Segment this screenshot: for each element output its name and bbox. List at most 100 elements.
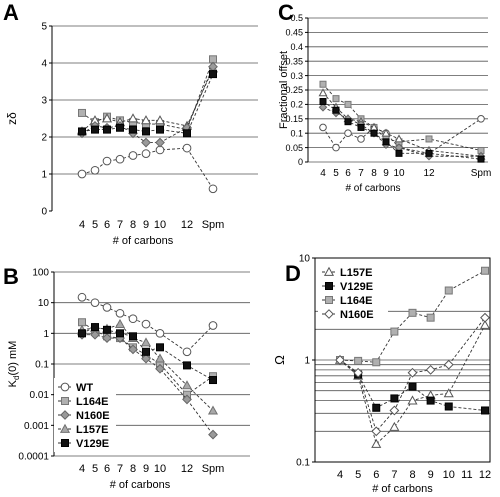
- data-point: [78, 108, 86, 117]
- series-n160e: [335, 312, 490, 437]
- data-point: [408, 308, 417, 317]
- data-point: [156, 343, 164, 352]
- data-point: [182, 347, 192, 357]
- data-point: [370, 129, 378, 137]
- data-point: [141, 353, 151, 364]
- data-point: [116, 123, 124, 132]
- x-tick-label: 9: [428, 469, 434, 481]
- y-tick-label: 0.05: [285, 143, 303, 153]
- data-point: [102, 156, 112, 166]
- y-tick-label: 2: [41, 133, 47, 144]
- data-point: [128, 151, 138, 160]
- legend-label: N160E: [340, 309, 374, 321]
- data-point: [183, 361, 191, 370]
- data-point: [114, 318, 126, 328]
- panel-b: 100 10 1 0.1 0.01 0.001 0.0001 4 5 6 7 8 9 10 12 Spm # o…: [3, 264, 250, 491]
- data-point: [103, 125, 111, 134]
- y-axis-label: Ω: [272, 355, 287, 365]
- y-tick-label: 0: [298, 157, 303, 167]
- x-tick-label: 10: [393, 168, 405, 179]
- data-point: [444, 286, 453, 295]
- legend-label: WT: [76, 382, 93, 394]
- y-tick-label: 0.4: [290, 42, 303, 52]
- data-point: [426, 396, 435, 405]
- legend-marker: [60, 410, 70, 420]
- legend-marker: [325, 282, 333, 290]
- legend-label: V129E: [76, 438, 109, 450]
- data-point: [128, 344, 138, 355]
- data-point: [141, 149, 151, 158]
- data-point: [90, 298, 100, 308]
- x-axis-label: # of carbons: [110, 479, 171, 491]
- data-point: [318, 102, 328, 112]
- data-point: [354, 356, 363, 365]
- data-point: [389, 405, 400, 416]
- data-point: [155, 328, 165, 338]
- x-tick-label: 4: [79, 219, 85, 231]
- data-point: [116, 329, 124, 338]
- y-tick-label: 0.1: [290, 128, 303, 138]
- x-tick-label: Spm: [202, 219, 225, 231]
- data-point: [142, 347, 150, 356]
- y-tick-label: 1: [41, 170, 47, 181]
- data-point: [389, 421, 400, 431]
- data-point: [141, 319, 151, 329]
- x-axis-label: # of carbons: [345, 183, 400, 194]
- data-point: [182, 394, 192, 405]
- data-point: [344, 118, 352, 126]
- data-point: [332, 106, 340, 114]
- data-point: [140, 337, 152, 347]
- legend-label: L164E: [76, 396, 108, 408]
- data-point: [426, 313, 435, 322]
- data-point: [477, 115, 485, 123]
- data-point: [425, 364, 436, 375]
- data-point: [127, 113, 139, 123]
- x-tick-label: 12: [479, 469, 491, 481]
- data-point: [372, 358, 381, 367]
- data-point: [319, 123, 327, 132]
- x-tick-label: 10: [154, 219, 166, 231]
- x-tick-label: 12: [181, 463, 193, 475]
- data-point: [371, 426, 382, 437]
- data-point: [394, 134, 404, 143]
- y-tick-label: 10: [38, 298, 50, 309]
- y-tick-label: 0.5: [290, 13, 303, 23]
- data-point: [381, 128, 391, 137]
- y-axis-label: Fractional offset: [278, 51, 290, 129]
- x-tick-label: 10: [443, 469, 455, 481]
- data-point: [115, 308, 125, 318]
- data-point: [425, 135, 433, 143]
- data-point: [481, 406, 489, 415]
- data-point: [77, 169, 87, 179]
- data-point: [390, 327, 399, 336]
- data-point: [156, 125, 164, 134]
- data-point: [209, 70, 217, 79]
- y-tick-label: 0: [41, 207, 47, 218]
- x-tick-label: 8: [371, 168, 377, 179]
- panel-letter: B: [3, 264, 19, 289]
- data-point: [332, 143, 340, 152]
- legend-marker: [60, 382, 70, 392]
- x-tick-label: 9: [143, 463, 149, 475]
- x-tick-label: 9: [383, 168, 389, 179]
- x-tick-label: 12: [181, 219, 193, 231]
- x-tick-label: 6: [373, 469, 379, 481]
- y-tick-label: 100: [32, 268, 49, 279]
- x-tick-label: 7: [358, 168, 364, 179]
- legend-marker: [61, 397, 69, 405]
- y-axis-label: Kd(0) mM: [7, 341, 21, 388]
- data-point: [140, 115, 152, 125]
- data-point: [443, 388, 454, 398]
- y-tick-label: 0.25: [285, 85, 303, 95]
- legend-label: L157E: [340, 267, 372, 279]
- legend: L157E V129E L164E N160E: [318, 263, 388, 323]
- x-tick-label: 8: [130, 219, 136, 231]
- legend-label: L157E: [76, 424, 108, 436]
- data-point: [91, 125, 99, 134]
- y-tick-label: 0.15: [285, 114, 303, 124]
- data-point: [181, 380, 193, 390]
- data-point: [141, 137, 151, 148]
- data-point: [425, 149, 433, 157]
- data-point: [477, 155, 485, 163]
- x-tick-label: 9: [143, 219, 149, 231]
